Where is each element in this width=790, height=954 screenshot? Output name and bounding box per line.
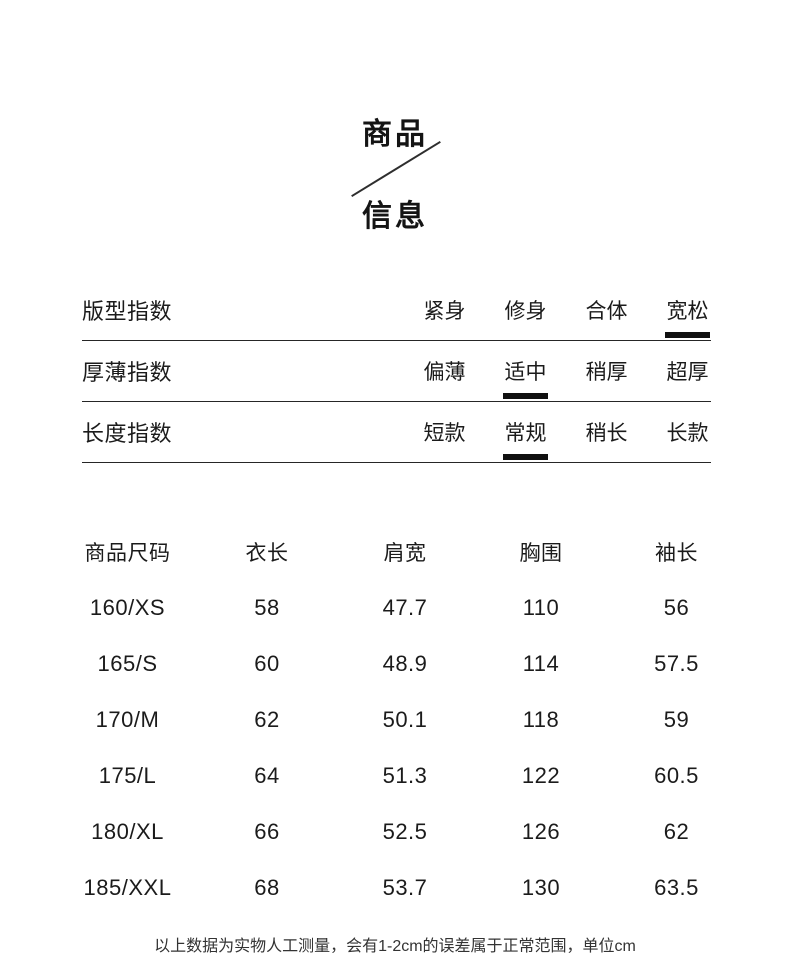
fit-option: 常规 xyxy=(502,402,549,462)
size-value: 126 xyxy=(521,819,561,844)
size-column-header: 商品尺码 xyxy=(84,542,171,565)
size-value: 62 xyxy=(254,707,280,732)
size-column-header: 袖长 xyxy=(655,542,698,565)
fit-option-label: 宽松 xyxy=(666,300,709,323)
fit-option: 短款 xyxy=(421,402,468,462)
size-table-row: 185/XXL 68 53.7 130 63.5 xyxy=(58,860,744,916)
fit-option-label: 适中 xyxy=(504,361,547,384)
size-value: 53.7 xyxy=(382,875,428,900)
size-value: 60 xyxy=(254,651,280,676)
size-value: 48.9 xyxy=(382,651,428,676)
size-value: 118 xyxy=(522,707,560,732)
fit-option: 长款 xyxy=(664,402,711,462)
size-table-row: 160/XS 58 47.7 110 56 xyxy=(58,580,744,636)
fit-option: 适中 xyxy=(502,341,549,401)
size-table-row: 180/XL 66 52.5 126 62 xyxy=(58,804,744,860)
size-column-header: 胸围 xyxy=(519,542,563,565)
fit-option-label: 短款 xyxy=(423,422,466,445)
size-value: 63.5 xyxy=(654,875,699,900)
size-value: 122 xyxy=(521,763,561,788)
selected-marker xyxy=(665,332,710,338)
size-code: 180/XL xyxy=(91,819,164,844)
fit-option: 合体 xyxy=(583,280,630,340)
fit-option-label: 偏薄 xyxy=(423,361,466,384)
fit-index-table: 版型指数 紧身 修身 合体 宽松 厚薄指数 偏薄 适中 稍厚 超厚 长度指数 短… xyxy=(82,280,711,463)
fit-option: 修身 xyxy=(502,280,549,340)
size-code: 175/L xyxy=(98,763,157,788)
size-value: 68 xyxy=(254,875,280,900)
fit-option-label: 稍厚 xyxy=(585,361,628,384)
size-value: 52.5 xyxy=(382,819,428,844)
fit-row-length: 长度指数 短款 常规 稍长 长款 xyxy=(82,402,711,463)
fit-row-cut: 版型指数 紧身 修身 合体 宽松 xyxy=(82,280,711,341)
fit-option-label: 紧身 xyxy=(423,300,466,323)
fit-option-label: 合体 xyxy=(585,300,628,323)
size-table: 商品尺码 衣长 肩宽 胸围 袖长 160/XS 58 47.7 110 56 1… xyxy=(58,524,744,916)
title-line2: 信息 xyxy=(362,200,428,233)
size-code: 170/M xyxy=(95,707,160,732)
size-table-row: 175/L 64 51.3 122 60.5 xyxy=(58,748,744,804)
fit-options: 短款 常规 稍长 长款 xyxy=(421,402,711,462)
size-table-header-row: 商品尺码 衣长 肩宽 胸围 袖长 xyxy=(58,524,744,580)
size-code: 165/S xyxy=(97,651,158,676)
size-table-row: 165/S 60 48.9 114 57.5 xyxy=(58,636,744,692)
size-column-header: 肩宽 xyxy=(383,542,427,565)
size-value: 64 xyxy=(254,763,280,788)
fit-option: 紧身 xyxy=(421,280,468,340)
fit-row-thickness: 厚薄指数 偏薄 适中 稍厚 超厚 xyxy=(82,341,711,402)
size-column-header: 衣长 xyxy=(245,542,289,565)
size-value: 57.5 xyxy=(654,651,699,676)
size-value: 60.5 xyxy=(654,763,699,788)
fit-option-label: 常规 xyxy=(504,422,547,445)
size-value: 66 xyxy=(254,819,280,844)
size-value: 56 xyxy=(663,595,690,620)
fit-option: 稍长 xyxy=(583,402,630,462)
fit-row-label: 长度指数 xyxy=(82,421,173,446)
size-value: 58 xyxy=(254,595,280,620)
size-table-row: 170/M 62 50.1 118 59 xyxy=(58,692,744,748)
size-value: 50.1 xyxy=(382,707,428,732)
fit-option: 偏薄 xyxy=(421,341,468,401)
size-value: 47.7 xyxy=(382,595,428,620)
fit-options: 紧身 修身 合体 宽松 xyxy=(421,280,711,340)
size-value: 62 xyxy=(663,819,690,844)
fit-row-label: 厚薄指数 xyxy=(82,360,173,385)
size-value: 114 xyxy=(522,651,560,676)
measurement-note: 以上数据为实物人工测量，会有1-2cm的误差属于正常范围，单位cm xyxy=(154,938,636,954)
title-line1: 商品 xyxy=(362,118,428,151)
fit-option: 稍厚 xyxy=(583,341,630,401)
fit-option-label: 超厚 xyxy=(666,361,709,384)
fit-option-label: 稍长 xyxy=(585,422,628,445)
fit-row-label: 版型指数 xyxy=(82,299,173,324)
size-value: 130 xyxy=(521,875,561,900)
size-code: 185/XXL xyxy=(83,875,172,900)
fit-option-label: 长款 xyxy=(666,422,709,445)
fit-option-label: 修身 xyxy=(504,300,547,323)
size-value: 59 xyxy=(663,707,690,732)
selected-marker xyxy=(503,393,548,399)
size-value: 110 xyxy=(522,595,560,620)
fit-option: 宽松 xyxy=(664,280,711,340)
selected-marker xyxy=(503,454,548,460)
size-value: 51.3 xyxy=(382,763,428,788)
fit-options: 偏薄 适中 稍厚 超厚 xyxy=(421,341,711,401)
fit-option: 超厚 xyxy=(664,341,711,401)
size-code: 160/XS xyxy=(89,595,166,620)
